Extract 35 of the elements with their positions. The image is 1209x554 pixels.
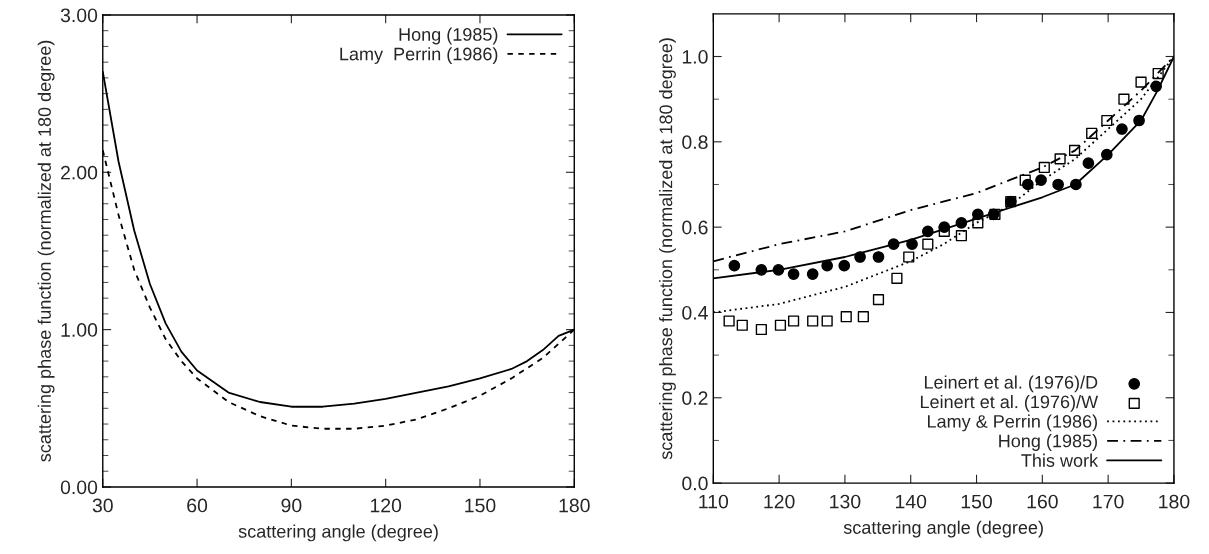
legend-label: Leinert et al. (1976)/D: [924, 375, 1098, 393]
x-axis-title: scattering angle (degree): [238, 524, 438, 542]
legend-label: This work: [1021, 453, 1099, 467]
x-axis-title: scattering angle (degree): [843, 520, 1043, 538]
x-tick-label: 170: [1093, 494, 1124, 509]
x-tick-label: 180: [559, 498, 590, 513]
x-tick-label: 110: [699, 494, 729, 509]
legend-label: Hong (1985): [999, 434, 1097, 451]
y-axis-title: scattering phase function (normalized at 180 degree): [37, 40, 55, 462]
x-tick-label: 150: [465, 498, 496, 513]
x-tick-label: 30: [92, 498, 113, 513]
y-tick-label: 1.00: [61, 323, 98, 337]
x-tick-label: 180: [1159, 494, 1190, 509]
y-tick-label: 0.00: [60, 480, 98, 495]
x-tick-label: 160: [1027, 494, 1058, 509]
legend-label: Hong (1985): [399, 27, 498, 45]
legend-label: Lamy & Perrin (1986): [928, 414, 1097, 432]
x-tick-label: 120: [370, 498, 402, 513]
y-tick-label: 1.0: [682, 49, 708, 64]
x-tick-label: 140: [895, 494, 927, 509]
y-tick-label: 0.8: [682, 135, 708, 150]
x-tick-label: 60: [187, 498, 208, 513]
y-tick-label: 3.00: [60, 8, 98, 23]
y-axis-title: scattering phase function (normalized at 180 degree): [659, 38, 676, 460]
y-tick-label: 0.4: [682, 305, 708, 320]
x-tick-label: 120: [764, 494, 795, 509]
x-tick-label: 150: [961, 494, 992, 509]
y-tick-label: 2.00: [61, 165, 98, 180]
y-tick-label: 0.6: [682, 220, 708, 235]
y-tick-label: 0.0: [682, 476, 708, 491]
y-tick-label: 0.2: [682, 391, 708, 406]
x-tick-label: 130: [830, 494, 861, 509]
legend-label: Lamy Perrin (1986): [340, 47, 498, 64]
legend-label: Leinert et al. (1976)/W: [920, 395, 1099, 412]
x-tick-label: 90: [281, 498, 302, 513]
